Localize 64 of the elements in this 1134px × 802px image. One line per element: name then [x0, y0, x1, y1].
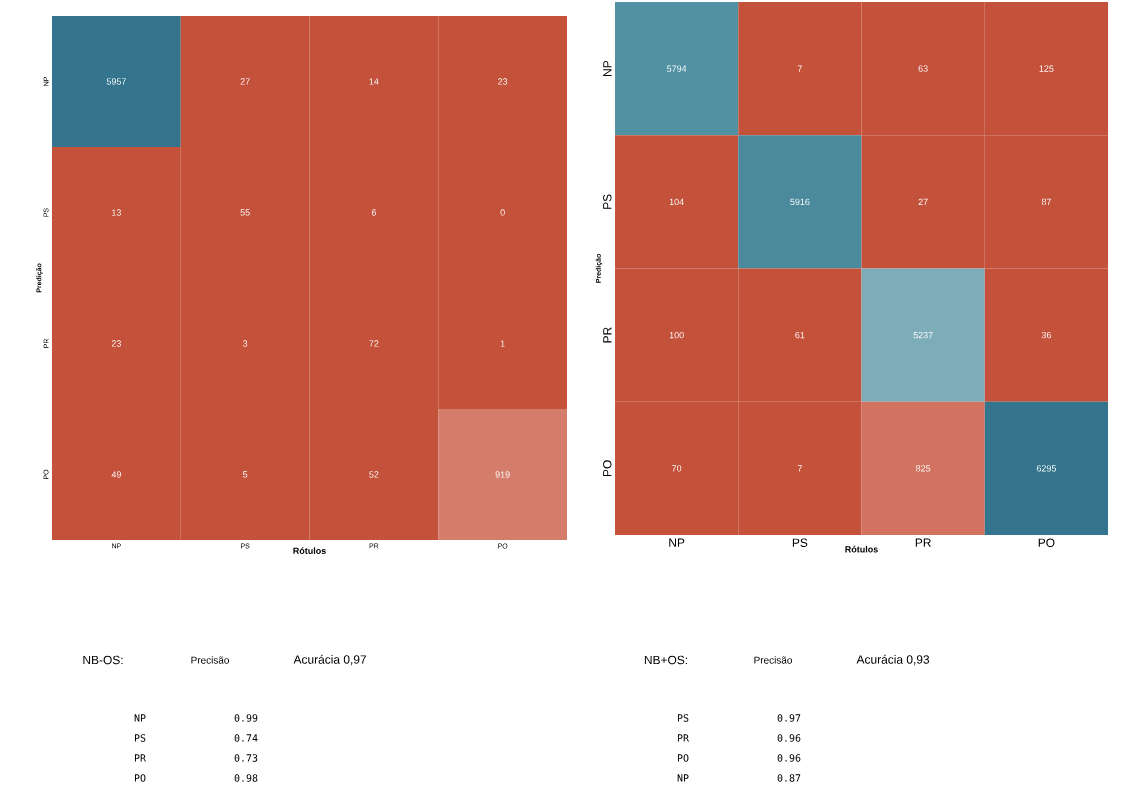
data-label: 104 — [669, 198, 684, 206]
y-tick-label: PR — [603, 327, 612, 343]
text: PO — [134, 774, 146, 782]
text: NP — [677, 774, 689, 782]
data-label: 7 — [797, 465, 802, 472]
data-label: 5237 — [913, 331, 933, 339]
data-label: 63 — [918, 65, 928, 72]
text: 0.87 — [777, 774, 801, 782]
text: Precisão — [754, 656, 792, 664]
data-label: 36 — [1041, 331, 1051, 339]
x-tick-label: PR — [915, 538, 931, 547]
data-label: 6 — [371, 209, 376, 216]
x-axis-title: Rótulos — [293, 547, 326, 554]
text: Precisão — [191, 656, 229, 664]
data-label: 5957 — [106, 78, 126, 85]
data-label: 14 — [369, 78, 379, 85]
data-label: 23 — [498, 78, 508, 85]
text: PR — [677, 734, 690, 742]
y-tick-label: PO — [603, 460, 612, 477]
text: 0.98 — [234, 774, 258, 782]
data-label: 72 — [369, 340, 379, 347]
data-label: 55 — [240, 209, 250, 216]
text: Acurácia 0,97 — [293, 654, 367, 666]
data-label: 23 — [111, 340, 121, 347]
text: PO — [677, 754, 689, 762]
data-label: 5 — [243, 471, 248, 478]
text: 0.73 — [234, 754, 258, 762]
x-tick-label: PO — [1038, 538, 1055, 547]
x-tick-label: NP — [669, 538, 685, 547]
data-label: 27 — [240, 78, 250, 85]
text: 0.97 — [777, 714, 801, 722]
data-label: 3 — [242, 340, 248, 347]
text: 0.96 — [777, 734, 801, 742]
data-label: 825 — [916, 465, 931, 472]
data-label: 49 — [111, 471, 121, 478]
data-label: 100 — [669, 331, 684, 339]
text: 0.99 — [234, 714, 258, 722]
text: NB-OS: — [83, 655, 123, 665]
text: NP — [134, 714, 146, 722]
text: 0.96 — [777, 754, 801, 762]
data-label: 7 — [797, 65, 802, 72]
text: PS — [677, 714, 689, 722]
data-label: 0 — [500, 209, 505, 216]
data-label: 70 — [672, 465, 682, 472]
data-label: 6295 — [1036, 465, 1056, 472]
text: 0.74 — [234, 734, 258, 742]
data-label: 87 — [1041, 198, 1051, 206]
text: NB+OS: — [644, 655, 688, 665]
x-axis-title: Rótulos — [845, 545, 878, 553]
data-label: 1 — [500, 340, 505, 347]
data-label: 13 — [112, 209, 121, 216]
x-tick-label: PS — [792, 538, 808, 547]
text: PR — [134, 754, 147, 762]
data-label: 125 — [1039, 65, 1054, 72]
data-label: 52 — [369, 471, 379, 478]
y-tick-label: NP — [603, 60, 612, 76]
data-label: 5916 — [790, 198, 810, 206]
text: Acurácia 0,93 — [856, 654, 930, 666]
y-tick-label: PS — [603, 194, 612, 209]
data-label: 5794 — [667, 65, 687, 72]
data-label: 61 — [795, 331, 805, 339]
text: PS — [134, 734, 146, 742]
data-label: 27 — [918, 198, 928, 205]
data-label: 919 — [495, 471, 510, 478]
